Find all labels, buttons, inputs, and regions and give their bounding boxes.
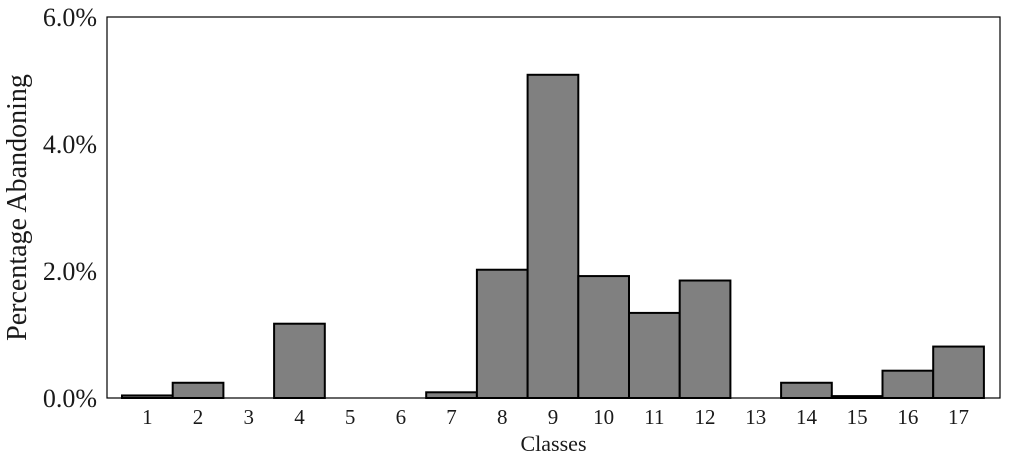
bar-class-10 xyxy=(577,275,630,399)
x-tick-label-16: 16 xyxy=(897,405,918,429)
x-tick-label-11: 11 xyxy=(644,405,664,429)
x-tick-label-15: 15 xyxy=(847,405,868,429)
x-tick-label-2: 2 xyxy=(193,405,204,429)
x-tick-label-9: 9 xyxy=(548,405,559,429)
bar-class-4 xyxy=(273,322,326,399)
x-tick-label-8: 8 xyxy=(497,405,508,429)
x-tick-label-17: 17 xyxy=(948,405,969,429)
x-tick-label-5: 5 xyxy=(345,405,356,429)
bar-class-8 xyxy=(475,268,529,400)
x-tick-label-4: 4 xyxy=(294,405,305,429)
y-tick-label-0: 0.0% xyxy=(43,384,97,413)
x-tick-label-7: 7 xyxy=(446,405,457,429)
x-tick-label-14: 14 xyxy=(796,405,818,429)
y-tick-label-1: 2.0% xyxy=(43,257,97,286)
y-tick-label-3: 6.0% xyxy=(43,3,97,32)
x-tick-label-12: 12 xyxy=(695,405,716,429)
x-tick-label-13: 13 xyxy=(745,405,766,429)
bar-class-2 xyxy=(171,381,225,400)
x-tick-label-3: 3 xyxy=(244,405,255,429)
bar-class-14 xyxy=(780,381,833,400)
bar-class-9 xyxy=(526,73,580,399)
bar-class-12 xyxy=(678,279,732,399)
bar-class-7 xyxy=(425,391,478,400)
y-tick-label-2: 4.0% xyxy=(43,130,97,159)
plot-area-frame xyxy=(106,16,1001,399)
x-tick-label-6: 6 xyxy=(396,405,407,429)
x-tick-label-1: 1 xyxy=(142,405,153,429)
bar-class-11 xyxy=(628,311,681,399)
bar-class-16 xyxy=(881,369,935,400)
y-axis-label: Percentage Abandoning xyxy=(2,74,33,341)
x-tick-label-10: 10 xyxy=(593,405,614,429)
x-axis-ticks: 1 2 3 4 5 6 7 8 9 10 11 12 13 14 15 16 17 xyxy=(142,405,969,429)
x-axis-label: Classes xyxy=(521,431,587,455)
bar-class-17 xyxy=(932,345,985,399)
bars-group xyxy=(121,73,985,400)
y-axis-ticks: 0.0% 2.0% 4.0% 6.0% xyxy=(43,3,97,413)
